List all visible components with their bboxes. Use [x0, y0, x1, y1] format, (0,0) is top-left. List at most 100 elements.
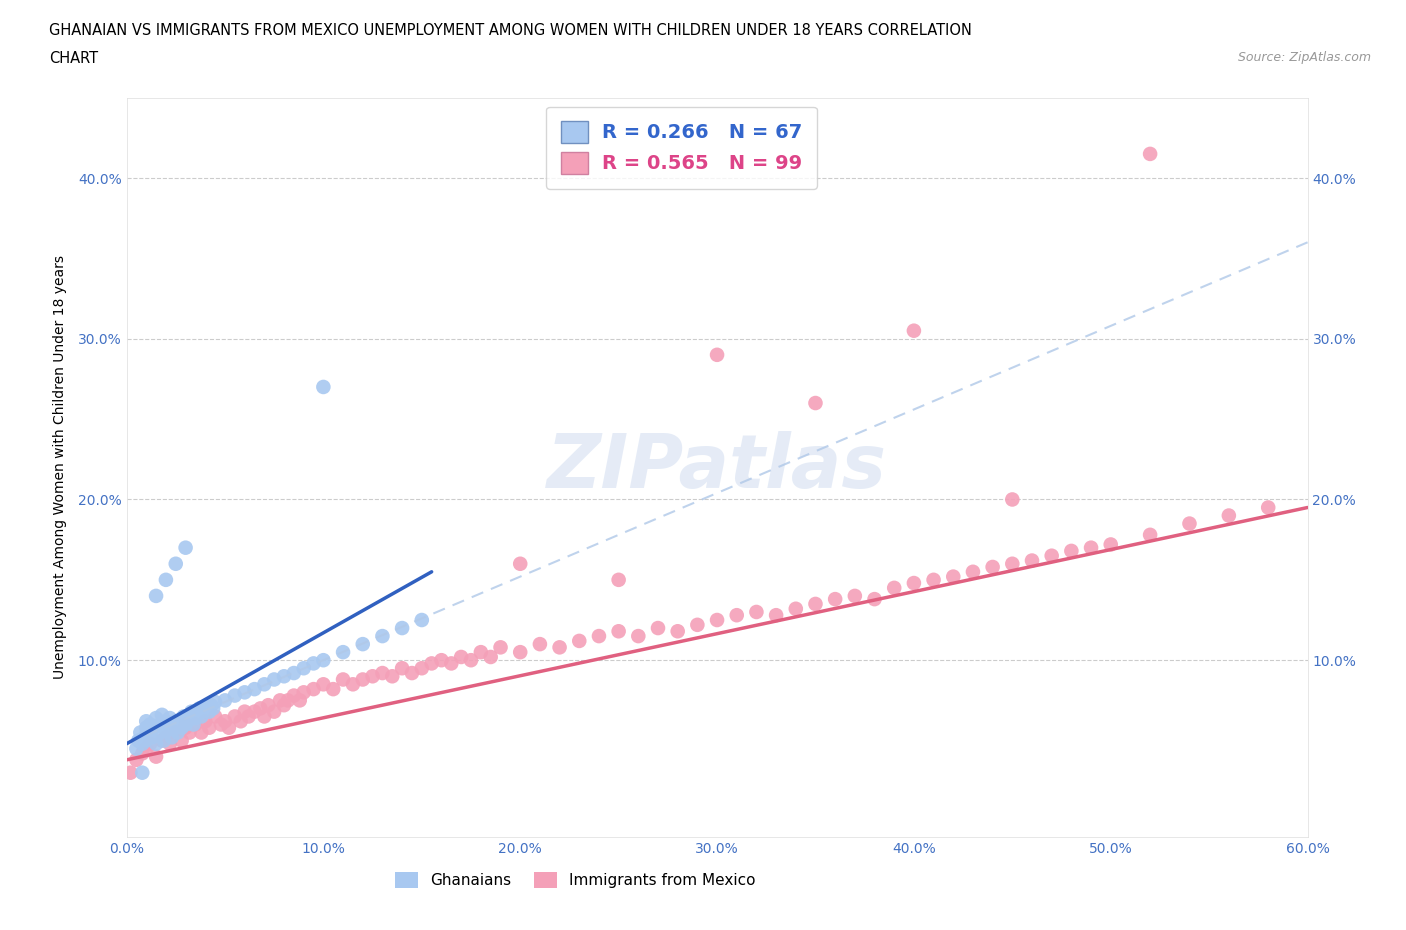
Point	[166, 725, 188, 740]
Point	[136, 725, 159, 740]
Point	[218, 720, 240, 735]
Text: GHANAIAN VS IMMIGRANTS FROM MEXICO UNEMPLOYMENT AMONG WOMEN WITH CHILDREN UNDER : GHANAIAN VS IMMIGRANTS FROM MEXICO UNEMP…	[49, 23, 972, 38]
Text: CHART: CHART	[49, 51, 98, 66]
Point	[725, 608, 748, 623]
Point	[165, 556, 187, 571]
Point	[1139, 146, 1161, 161]
Point	[194, 701, 217, 716]
Point	[160, 730, 183, 745]
Point	[214, 714, 236, 729]
Point	[131, 737, 153, 751]
Point	[135, 720, 157, 735]
Point	[176, 714, 198, 729]
Point	[139, 717, 162, 732]
Point	[131, 765, 153, 780]
Point	[1080, 540, 1102, 555]
Point	[381, 669, 404, 684]
Point	[198, 720, 221, 735]
Point	[1040, 549, 1063, 564]
Point	[165, 725, 187, 740]
Point	[169, 714, 191, 729]
Text: Source: ZipAtlas.com: Source: ZipAtlas.com	[1237, 51, 1371, 64]
Point	[479, 649, 502, 664]
Point	[174, 540, 197, 555]
Point	[1060, 543, 1083, 558]
Point	[188, 701, 211, 716]
Text: ZIPatlas: ZIPatlas	[547, 431, 887, 504]
Point	[249, 701, 271, 716]
Point	[352, 672, 374, 687]
Point	[686, 618, 709, 632]
Point	[371, 629, 394, 644]
Point	[450, 649, 472, 664]
Point	[238, 709, 260, 724]
Point	[184, 717, 207, 732]
Point	[186, 704, 208, 719]
Point	[150, 733, 173, 748]
Point	[134, 730, 156, 745]
Point	[127, 733, 149, 748]
Point	[1218, 508, 1240, 523]
Point	[607, 624, 630, 639]
Point	[470, 644, 492, 659]
Point	[165, 717, 187, 732]
Legend: Ghanaians, Immigrants from Mexico: Ghanaians, Immigrants from Mexico	[387, 865, 763, 896]
Point	[352, 637, 374, 652]
Point	[139, 737, 162, 751]
Point	[180, 704, 202, 719]
Point	[145, 737, 167, 751]
Point	[243, 682, 266, 697]
Point	[283, 688, 305, 703]
Point	[420, 656, 443, 671]
Point	[174, 720, 197, 735]
Point	[233, 704, 256, 719]
Point	[283, 666, 305, 681]
Point	[170, 733, 193, 748]
Point	[184, 711, 207, 725]
Point	[155, 730, 177, 745]
Point	[824, 591, 846, 606]
Point	[288, 693, 311, 708]
Point	[155, 572, 177, 587]
Point	[883, 580, 905, 595]
Point	[229, 714, 252, 729]
Point	[844, 589, 866, 604]
Point	[292, 661, 315, 676]
Point	[214, 693, 236, 708]
Point	[322, 682, 344, 697]
Point	[529, 637, 551, 652]
Point	[233, 684, 256, 699]
Point	[263, 704, 285, 719]
Point	[253, 677, 276, 692]
Point	[903, 324, 925, 339]
Point	[193, 704, 215, 719]
Point	[666, 624, 689, 639]
Point	[922, 572, 945, 587]
Point	[588, 629, 610, 644]
Point	[361, 669, 384, 684]
Point	[153, 733, 176, 748]
Point	[204, 695, 226, 710]
Point	[292, 684, 315, 699]
Point	[145, 589, 167, 604]
Point	[509, 556, 531, 571]
Point	[200, 698, 222, 712]
Point	[962, 565, 984, 579]
Point	[430, 653, 453, 668]
Point	[1001, 556, 1024, 571]
Point	[173, 709, 195, 724]
Point	[411, 661, 433, 676]
Point	[170, 720, 193, 735]
Point	[204, 709, 226, 724]
Point	[209, 717, 232, 732]
Point	[1257, 500, 1279, 515]
Point	[312, 379, 335, 394]
Point	[371, 666, 394, 681]
Point	[342, 677, 364, 692]
Point	[253, 709, 276, 724]
Point	[647, 620, 669, 635]
Point	[195, 698, 218, 712]
Point	[263, 672, 285, 687]
Point	[401, 666, 423, 681]
Point	[156, 720, 179, 735]
